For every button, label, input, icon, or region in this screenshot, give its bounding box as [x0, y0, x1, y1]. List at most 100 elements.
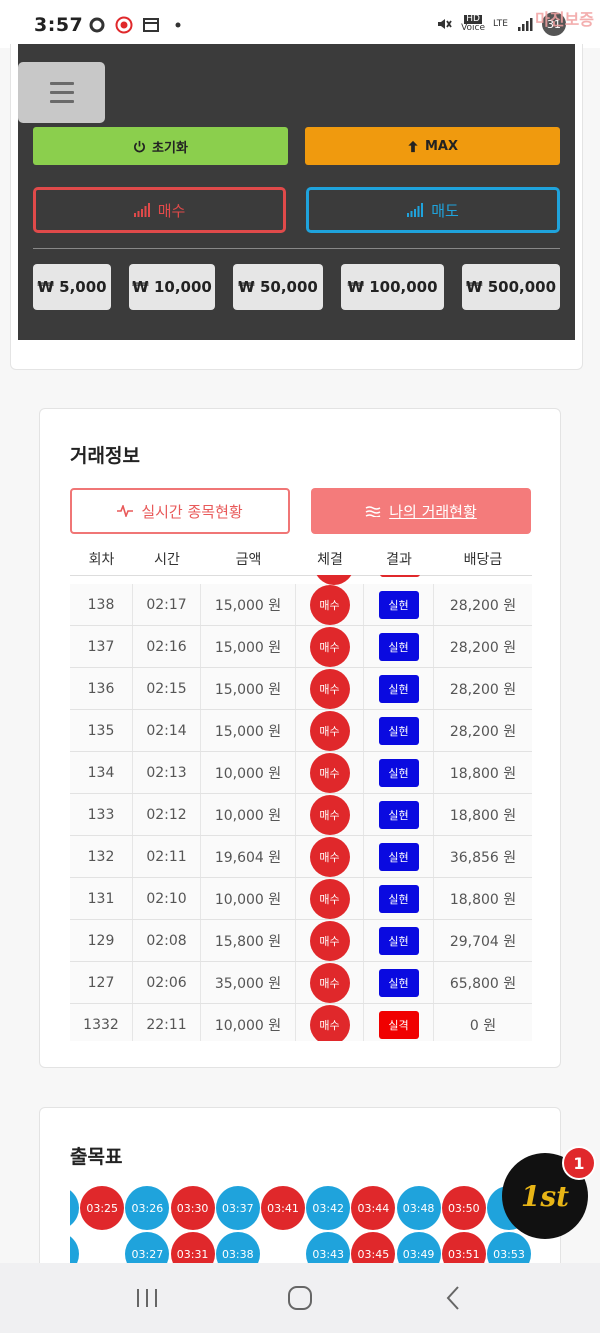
signal-icon: [518, 18, 533, 31]
cell-execution: 매수: [296, 752, 364, 793]
tab-live-status[interactable]: 실시간 종목현황: [70, 488, 290, 534]
cell-result: 실현: [364, 710, 434, 751]
first-place-label: 1st: [520, 1179, 570, 1213]
result-ball: [70, 1232, 79, 1276]
cell-payout: 65,800 원: [449, 975, 517, 992]
result-ball: 03:30: [170, 1186, 215, 1230]
cell-result: 실현: [364, 794, 434, 835]
cell-round: 134: [70, 752, 133, 793]
table-row: 133 02:12 10,000 원 매수 실현 18,800 원: [70, 794, 532, 836]
result-ball: 03:50: [441, 1186, 486, 1230]
tab-live-label: 실시간 종목현황: [141, 502, 243, 521]
cell-time: 02:11: [133, 836, 201, 877]
amount-button-500000[interactable]: ₩ 500,000: [462, 264, 560, 310]
table-row: 131 02:10 10,000 원 매수 실현 18,800 원: [70, 878, 532, 920]
cell-execution: 매수: [296, 668, 364, 709]
sell-label: 매도: [431, 201, 459, 220]
max-label: MAX: [424, 138, 459, 154]
cell-execution: 매수: [296, 710, 364, 751]
cell-result: 실현: [364, 626, 434, 667]
cell-payout: 18,800 원: [449, 765, 517, 782]
reset-button[interactable]: 초기화: [33, 127, 288, 165]
notification-count-badge: 1: [562, 1146, 596, 1180]
wave-lines-icon: [365, 506, 381, 517]
cell-result: 실현: [364, 962, 434, 1003]
cell-amount: 10,000 원: [201, 752, 296, 793]
sell-button[interactable]: 매도: [306, 187, 560, 233]
tab-my-trades[interactable]: 나의 거래현황: [311, 488, 531, 534]
col-result: 결과: [386, 552, 412, 568]
cell-amount: 15,000 원: [201, 584, 296, 625]
amount-button-100000[interactable]: ₩ 100,000: [341, 264, 444, 310]
cell-result: 실현: [364, 836, 434, 877]
result-badge: 실현: [378, 758, 419, 787]
result-badge: 실현: [378, 674, 419, 703]
table-row: 134 02:13 10,000 원 매수 실현 18,800 원: [70, 752, 532, 794]
table-row: 137 02:16 15,000 원 매수 실현 28,200 원: [70, 626, 532, 668]
cell-execution: 매수: [296, 1004, 364, 1041]
trade-table[interactable]: 138 02:17 15,000 원 매수 실현 28,200 원 137 02:16 15,0…: [70, 575, 532, 1041]
back-icon: [446, 1286, 460, 1310]
cell-round: 1332: [70, 1004, 133, 1041]
amount-button-10000[interactable]: ₩ 10,000: [129, 264, 215, 310]
cell-round: 136: [70, 668, 133, 709]
cell-round: 137: [70, 626, 133, 667]
cell-amount: 15,800 원: [201, 920, 296, 961]
cell-payout: 29,704 원: [449, 933, 517, 950]
result-badge: 실현: [378, 884, 419, 913]
voice-label: Voice: [461, 23, 486, 33]
signal-bars-icon: [407, 203, 424, 217]
cell-execution: 매수: [296, 878, 364, 919]
amount-button-5000[interactable]: ₩ 5,000: [33, 264, 111, 310]
cell-amount: 10,000 원: [201, 1004, 296, 1041]
buy-button[interactable]: 매수: [33, 187, 286, 233]
status-notification-icons: [88, 16, 187, 34]
table-row: 138 02:17 15,000 원 매수 실현 28,200 원: [70, 584, 532, 626]
dot-icon: [175, 22, 181, 28]
cell-round: 131: [70, 878, 133, 919]
cell-time: 02:15: [133, 668, 201, 709]
cell-payout: 18,800 원: [449, 891, 517, 908]
cell-result: 실현: [364, 752, 434, 793]
tab-mine-label: 나의 거래현황: [389, 502, 477, 521]
battery-icon: 31: [542, 12, 566, 36]
result-board-title: 출목표: [70, 1146, 123, 1168]
result-board-grid[interactable]: 03:25 03:26 03:27 03:30 03:31 03:37 03:38 03:41…: [70, 1186, 532, 1276]
cell-time: 22:11: [133, 1004, 201, 1041]
cell-payout: 28,200 원: [449, 639, 517, 656]
watermark-logo: 마진보증: [535, 10, 594, 29]
result-badge: 실격: [378, 1010, 419, 1039]
recent-apps-icon: [136, 1289, 157, 1307]
cell-payout: 28,200 원: [449, 597, 517, 614]
buy-label: 매수: [157, 201, 186, 220]
status-system-icons: HD Voice LTE 31: [435, 12, 566, 36]
col-amount: 금액: [235, 552, 262, 568]
target-icon: [115, 16, 133, 34]
cell-result: 실격: [364, 1004, 434, 1041]
cell-time: 02:06: [133, 962, 201, 1003]
col-execution: 체결: [317, 552, 343, 568]
hd-voice-indicator: HD Voice: [461, 15, 485, 33]
col-payout: 배당금: [463, 552, 503, 568]
cell-amount: 15,000 원: [201, 626, 296, 667]
amount-button-50000[interactable]: ₩ 50,000: [233, 264, 323, 310]
calendar-icon: [143, 18, 159, 32]
cell-time: 02:17: [133, 584, 201, 625]
trade-info-title: 거래정보: [70, 445, 140, 467]
result-badge: 실현: [378, 590, 419, 619]
back-button[interactable]: [423, 1273, 483, 1323]
cell-execution: 매수: [296, 920, 364, 961]
home-button[interactable]: [270, 1273, 330, 1323]
buy-side-badge: 매수: [309, 794, 350, 835]
cell-round: 127: [70, 962, 133, 1003]
recent-apps-button[interactable]: [117, 1273, 177, 1323]
menu-button[interactable]: [18, 62, 105, 123]
buy-side-badge: 매수: [309, 668, 350, 709]
table-row: 129 02:08 15,800 원 매수 실현 29,704 원: [70, 920, 532, 962]
max-button[interactable]: MAX: [305, 127, 560, 165]
table-row: 127 02:06 35,000 원 매수 실현 65,800 원: [70, 962, 532, 1004]
cell-execution: 매수: [296, 962, 364, 1003]
result-ball: 03:48: [396, 1186, 441, 1230]
table-row: 132 02:11 19,604 원 매수 실현 36,856 원: [70, 836, 532, 878]
buy-side-badge: 매수: [309, 752, 350, 793]
